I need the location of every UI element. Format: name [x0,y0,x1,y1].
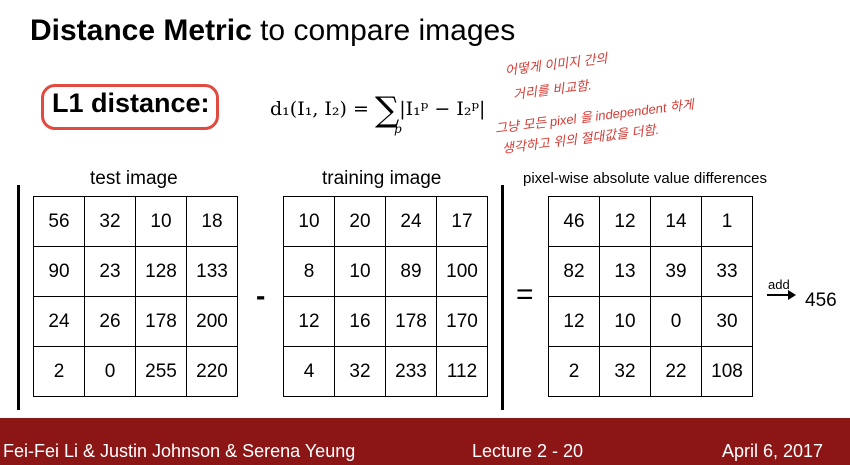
grid-row: 90 23 128 133 [33,246,238,297]
grid-row: 4 32 233 112 [283,346,488,397]
grid-cell: 24 [385,196,437,247]
grid-row: 2 0 255 220 [33,346,238,397]
grid-cell: 23 [84,246,136,297]
l1-formula: d₁(I₁, I₂) = ∑|I₁ᵖ − I₂ᵖ| p [270,84,486,136]
minus-operator: - [256,280,266,311]
grid-row: 10 20 24 17 [283,196,488,247]
equals-operator: = [516,278,534,311]
middle-divider [501,185,504,410]
grid-cell: 33 [701,246,753,297]
training-image-caption: training image [322,168,442,189]
differences-caption: pixel-wise absolute value differences [523,170,768,187]
grid-cell: 233 [385,346,437,397]
grid-cell: 16 [334,296,386,347]
slide-title-bold: Distance Metric [30,14,252,47]
grid-cell: 24 [33,296,85,347]
grid-cell: 12 [548,296,600,347]
grid-cell: 10 [283,196,335,247]
grid-row: 2 32 22 108 [548,346,753,397]
footer-lecture: Lecture 2 - 20 [472,441,584,461]
grid-cell: 14 [650,196,702,247]
grid-cell: 39 [650,246,702,297]
grid-cell: 10 [599,296,651,347]
grid-cell: 90 [33,246,85,297]
grid-cell: 10 [135,196,187,247]
grid-cell: 100 [436,246,488,297]
grid-cell: 255 [135,346,187,397]
grid-cell: 178 [135,296,187,347]
grid-cell: 46 [548,196,600,247]
l1-distance-label: L1 distance: [52,88,210,118]
grid-cell: 4 [283,346,335,397]
formula-sum-symbol: ∑ [374,90,400,130]
right-arrow-icon [767,290,796,300]
grid-cell: 178 [385,296,437,347]
grid-cell: 89 [385,246,437,297]
handwritten-note-1: 어떻게 이미지 간의 [504,50,609,78]
grid-cell: 18 [186,196,238,247]
grid-cell: 220 [186,346,238,397]
grid-cell: 26 [84,296,136,347]
formula-term: |I₁ᵖ − I₂ᵖ| [399,98,486,120]
grid-cell: 200 [186,296,238,347]
footer-date: April 6, 2017 [722,441,824,461]
test-image-grid: 56 32 10 18 90 23 128 133 24 26 178 200 2 0 255 220 [33,196,238,397]
grid-cell: 0 [650,296,702,347]
grid-cell: 22 [650,346,702,397]
grid-cell: 32 [84,196,136,247]
handwritten-note-2: 거리를 비교함. [512,77,593,102]
grid-row: 56 32 10 18 [33,196,238,247]
grid-cell: 56 [33,196,85,247]
formula-lhs: d₁(I₁, I₂) = [270,98,375,120]
slide-title: Distance Metric to compare images [30,14,515,48]
grid-cell: 32 [599,346,651,397]
grid-row: 12 10 0 30 [548,296,753,347]
test-image-caption: test image [90,168,178,189]
grid-cell: 112 [436,346,488,397]
grid-cell: 0 [84,346,136,397]
grid-cell: 30 [701,296,753,347]
grid-cell: 2 [548,346,600,397]
grid-cell: 1 [701,196,753,247]
grid-row: 8 10 89 100 [283,246,488,297]
footer-authors: Fei-Fei Li & Justin Johnson & Serena Yeu… [3,441,356,461]
grid-cell: 12 [283,296,335,347]
grid-cell: 10 [334,246,386,297]
grid-row: 24 26 178 200 [33,296,238,347]
grid-cell: 82 [548,246,600,297]
differences-grid: 46 12 14 1 82 13 39 33 12 10 0 30 2 32 22 108 [548,196,753,397]
grid-row: 82 13 39 33 [548,246,753,297]
grid-cell: 8 [283,246,335,297]
sum-result: 456 [805,290,837,311]
add-label: add [768,277,790,292]
grid-row: 46 12 14 1 [548,196,753,247]
grid-cell: 128 [135,246,187,297]
grid-row: 12 16 178 170 [283,296,488,347]
grid-cell: 13 [599,246,651,297]
left-divider [17,185,20,410]
grid-cell: 12 [599,196,651,247]
slide-title-rest: to compare images [251,14,516,47]
grid-cell: 108 [701,346,753,397]
grid-cell: 32 [334,346,386,397]
footer-bar [0,418,850,465]
grid-cell: 133 [186,246,238,297]
grid-cell: 170 [436,296,488,347]
grid-cell: 20 [334,196,386,247]
formula-sum-index: p [394,122,402,136]
l1-highlight-circle [41,84,219,130]
grid-cell: 2 [33,346,85,397]
training-image-grid: 10 20 24 17 8 10 89 100 12 16 178 170 4 32 233 112 [283,196,488,397]
grid-cell: 17 [436,196,488,247]
